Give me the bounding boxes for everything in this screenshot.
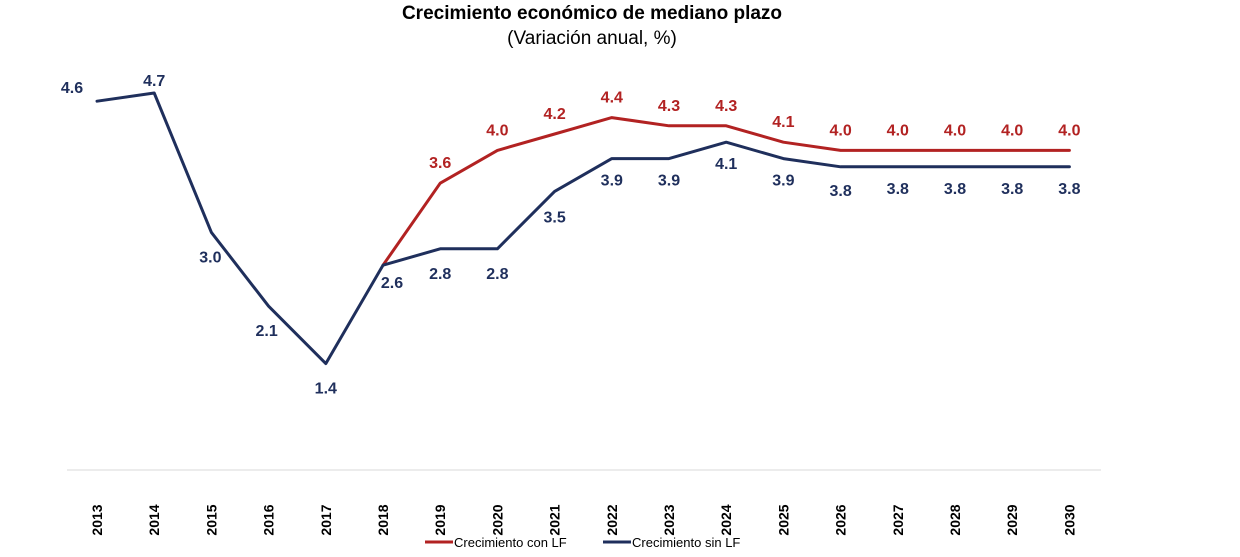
data-label: 4.3 (658, 98, 680, 115)
data-label: 3.6 (429, 155, 451, 172)
data-label: 3.8 (1001, 181, 1023, 198)
x-tick-label: 2025 (775, 504, 791, 535)
x-tick-label: 2029 (1004, 504, 1020, 535)
x-tick-label: 2027 (890, 504, 906, 535)
data-label: 3.8 (1058, 181, 1080, 198)
data-label: 4.3 (715, 98, 737, 115)
chart-title: Crecimiento económico de mediano plazo (401, 3, 783, 24)
data-label: 3.9 (601, 173, 623, 190)
data-label: 4.0 (1058, 122, 1080, 139)
data-label: 3.5 (543, 209, 565, 226)
x-tick-label: 2023 (661, 504, 677, 535)
x-tick-label: 2028 (947, 504, 963, 535)
data-label: 2.8 (486, 266, 508, 283)
x-tick-label: 2026 (833, 504, 849, 535)
x-tick-label: 2021 (547, 504, 563, 535)
x-tick-label: 2022 (604, 504, 620, 535)
legend-label: Crecimiento sin LF (632, 535, 740, 550)
x-tick-label: 2020 (489, 504, 505, 535)
data-label: 4.0 (486, 122, 508, 139)
data-label: 4.0 (1001, 122, 1023, 139)
data-label: 4.1 (715, 156, 737, 173)
x-axis: 2013 2014 2015 2016 2017 2018 2019 2020 2021 2022… (67, 469, 1101, 536)
x-tick-label: 2024 (718, 504, 734, 535)
data-labels: 3.6 4.0 4.2 4.4 4.3 4.3 4.1 4.0 4.0 4.0 4.0 4.0 4.6 4… (61, 73, 1081, 398)
legend: Crecimiento con LF Crecimiento sin LF (425, 535, 740, 550)
x-tick-label: 2016 (261, 504, 277, 535)
data-label: 4.0 (887, 122, 909, 139)
series-line-con-lf (381, 116, 1071, 267)
data-label: 4.2 (543, 106, 565, 123)
data-label: 1.4 (315, 381, 337, 398)
x-tick-label: 2015 (203, 504, 219, 535)
series-lines (95, 91, 1071, 366)
data-label: 2.6 (381, 275, 403, 292)
x-tick-label: 2014 (146, 504, 162, 535)
x-tick-label: 2013 (89, 504, 105, 535)
x-tick-label: 2018 (375, 504, 391, 535)
data-label: 2.1 (255, 323, 277, 340)
series-line-sin-lf (95, 91, 1071, 366)
chart-subtitle: (Variación anual, %) (507, 28, 677, 49)
data-label: 3.9 (772, 173, 794, 190)
data-label: 4.1 (772, 114, 794, 131)
data-label: 4.4 (601, 90, 623, 107)
data-label: 3.0 (199, 249, 221, 266)
x-tick-label: 2017 (318, 504, 334, 535)
legend-label: Crecimiento con LF (454, 535, 567, 550)
data-label: 2.8 (429, 266, 451, 283)
data-label: 3.8 (887, 181, 909, 198)
data-label: 3.8 (829, 183, 851, 200)
data-label: 3.8 (944, 181, 966, 198)
x-tick-label: 2019 (432, 504, 448, 535)
data-label: 4.0 (829, 122, 851, 139)
data-label: 3.9 (658, 173, 680, 190)
data-label: 4.6 (61, 80, 83, 97)
data-label: 4.7 (143, 73, 165, 90)
data-label: 4.0 (944, 122, 966, 139)
x-tick-label: 2030 (1061, 504, 1077, 535)
